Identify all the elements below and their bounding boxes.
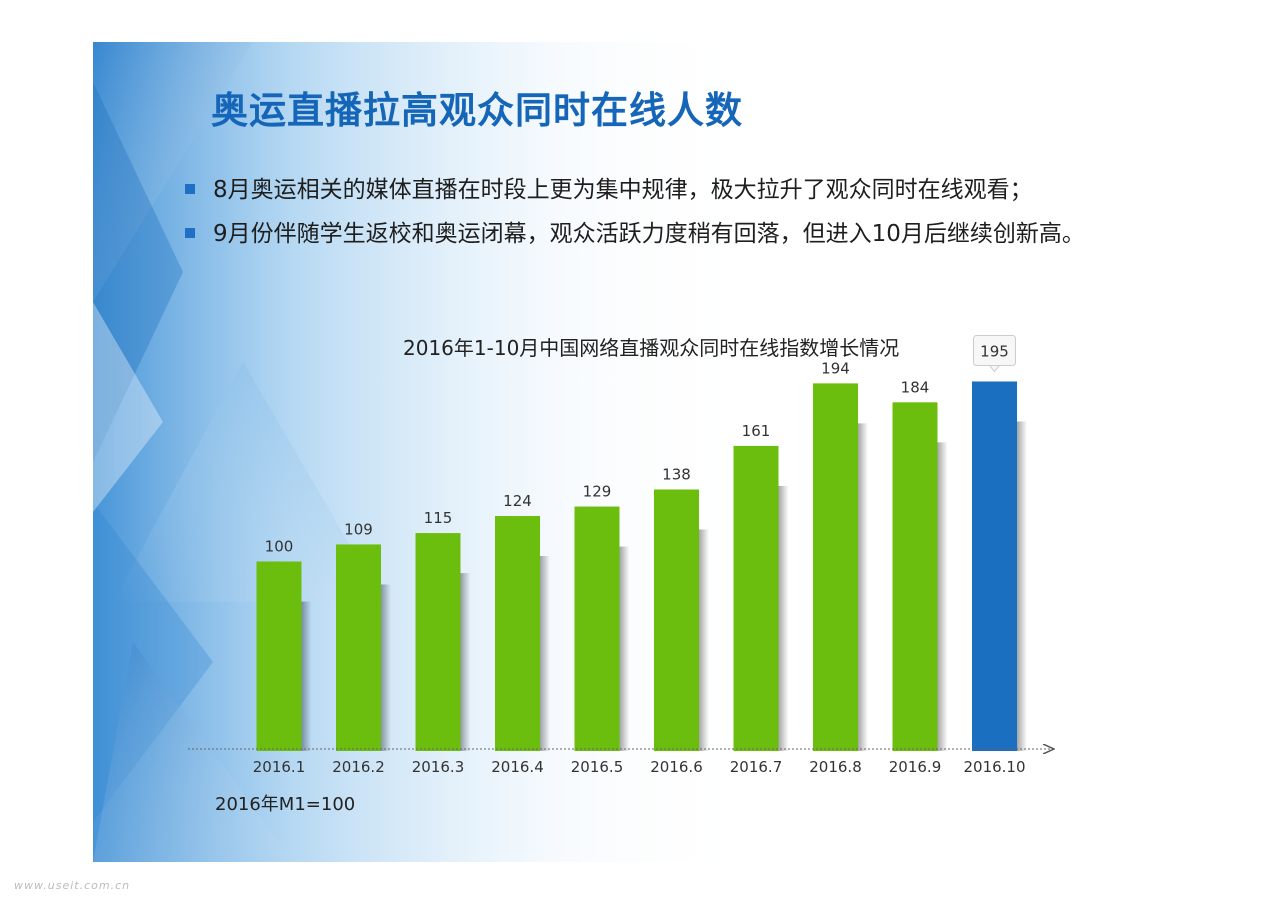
slide-title: 奥运直播拉高观众同时在线人数 [211, 89, 743, 132]
data-label: 161 [742, 422, 771, 440]
bar-shadow [699, 529, 709, 751]
bars-layer [256, 381, 1027, 751]
x-tick-label: 2016.3 [412, 758, 465, 776]
bar-2016.9 [892, 402, 938, 751]
bar-2016.1 [256, 561, 302, 751]
bar-2016.8 [813, 383, 858, 751]
slide: 奥运直播拉高观众同时在线人数 8月奥运相关的媒体直播在时段上更为集中规律，极大拉… [93, 42, 1200, 862]
bullet-item: 9月份伴随学生返校和奥运闭幕，观众活跃力度稍有回落，但进入10月后继续创新高。 [181, 214, 1141, 254]
bar-shadow [301, 601, 312, 751]
data-label: 109 [344, 520, 373, 538]
bullet-square-icon [185, 184, 195, 194]
bar-shadow [937, 442, 948, 751]
bar-2016.10 [972, 381, 1017, 751]
x-tick-label: 2016.8 [809, 758, 862, 776]
bar-shadow [858, 423, 868, 751]
value-callout: 195 [973, 334, 1016, 373]
bar-shadow [460, 573, 471, 751]
bar-shadow [540, 556, 550, 751]
chart-title: 2016年1-10月中国网络直播观众同时在线指数增长情况 [403, 336, 900, 360]
bullet-square-icon [185, 228, 195, 238]
bar-shadow [1017, 421, 1027, 751]
watermark: www.useit.com.cn [14, 879, 131, 892]
data-label: 124 [503, 492, 532, 510]
x-tick-label: 2016.4 [491, 758, 544, 776]
bar-2016.6 [654, 489, 699, 751]
bar-chart: 100 2016.1 109 2016.2 115 2016.3 124 2016.4 129 2… [188, 334, 1200, 776]
data-label: 194 [821, 359, 850, 377]
bar-2016.5 [574, 506, 620, 751]
bar-shadow [381, 584, 391, 751]
x-tick-label: 2016.7 [730, 758, 783, 776]
bar-2016.2 [336, 544, 381, 751]
x-tick-label: 2016.5 [571, 758, 624, 776]
data-label: 115 [424, 509, 453, 527]
data-label: 138 [662, 465, 691, 483]
x-tick-label: 2016.10 [963, 758, 1025, 776]
x-tick-label: 2016.1 [253, 758, 306, 776]
bar-shadow [778, 485, 789, 751]
bar-shadow [619, 546, 630, 751]
bullet-text: 8月奥运相关的媒体直播在时段上更为集中规律，极大拉升了观众同时在线观看； [213, 177, 1033, 203]
data-label: 129 [583, 483, 612, 501]
x-tick-label: 2016.2 [332, 758, 385, 776]
callout-pointer [988, 364, 1001, 373]
x-tick-label: 2016.9 [889, 758, 942, 776]
bullet-list: 8月奥运相关的媒体直播在时段上更为集中规律，极大拉升了观众同时在线观看； 9月份… [181, 170, 1141, 258]
bar-2016.3 [415, 533, 461, 751]
data-label: 100 [265, 538, 294, 556]
x-tick-label: 2016.6 [650, 758, 703, 776]
bar-2016.4 [495, 516, 540, 751]
bar-2016.7 [733, 445, 779, 751]
data-label: 184 [901, 378, 930, 396]
labels-layer: 100 2016.1 109 2016.2 115 2016.3 124 2016.4 129 2… [253, 334, 1026, 776]
bullet-item: 8月奥运相关的媒体直播在时段上更为集中规律，极大拉升了观众同时在线观看； [181, 170, 1141, 210]
data-label: 195 [980, 342, 1009, 360]
chart-footnote: 2016年M1=100 [215, 794, 356, 815]
bullet-text: 9月份伴随学生返校和奥运闭幕，观众活跃力度稍有回落，但进入10月后继续创新高。 [213, 221, 1085, 247]
